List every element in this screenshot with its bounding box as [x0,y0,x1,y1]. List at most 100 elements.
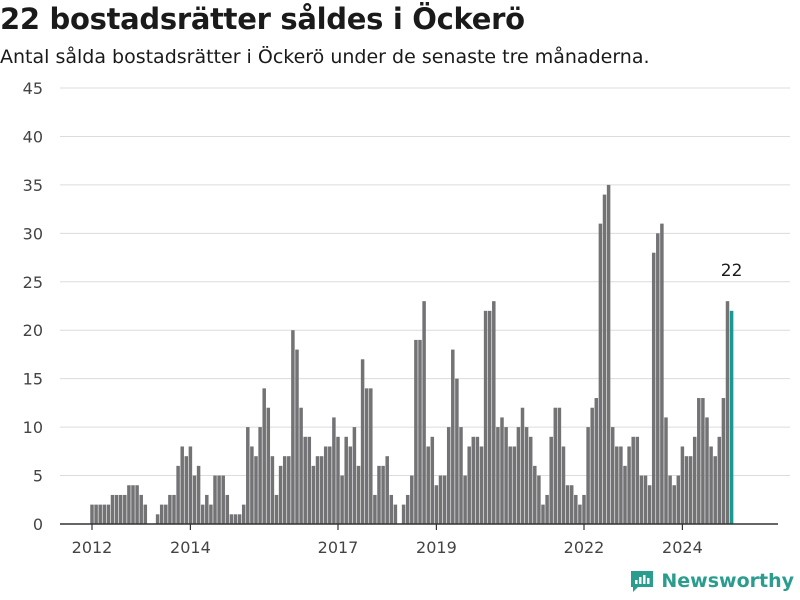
x-tick-label: 2019 [416,538,457,557]
bar [668,475,672,524]
bar [487,310,492,524]
bar [381,465,385,524]
bar [602,194,607,524]
bar [725,301,730,524]
bar [516,427,521,524]
bar [475,436,480,524]
bar [713,456,717,524]
bar [688,456,693,524]
bar [164,504,168,524]
bar [455,378,459,524]
newsworthy-logo-icon [631,571,654,592]
bar [282,456,287,524]
bar [574,494,578,524]
bar [385,456,389,524]
bar [188,446,193,524]
bar [610,427,615,524]
y-tick-label: 30 [23,224,43,243]
bar [278,465,283,524]
bar [410,475,414,524]
bar [672,485,676,524]
bar [250,446,254,524]
annotations: 22 [721,261,743,281]
x-tick-label: 2022 [564,538,605,557]
bar [319,456,324,524]
bar [504,427,508,524]
bar [393,504,398,524]
bar [287,456,291,524]
bar [356,465,361,524]
bar [241,504,246,524]
bar [598,223,603,524]
y-tick-label: 15 [23,370,43,389]
bar [299,407,303,524]
bar [451,349,455,524]
bar [615,446,619,524]
bar [565,485,570,524]
bar [311,465,316,524]
x-tick-label: 2017 [318,538,359,557]
bar [623,465,627,524]
bar [118,494,123,524]
bar [221,475,225,524]
bar [307,436,312,524]
bar [426,446,430,524]
bar [143,504,148,524]
bar [229,514,234,524]
bar [258,427,262,524]
bar [500,417,504,524]
bar [172,494,176,524]
y-tick-label: 0 [33,515,43,534]
bar [336,436,340,524]
bar [709,446,713,524]
bar [656,233,660,524]
bar [94,504,98,524]
y-tick-label: 25 [23,273,43,292]
bar [184,456,189,524]
bar [434,485,439,524]
bar [528,436,533,524]
bar [557,407,562,524]
bar [98,504,102,524]
y-tick-label: 40 [23,127,43,146]
bar [315,456,320,524]
bar [123,494,127,524]
bar [323,446,328,524]
bar [590,407,594,524]
bar [446,427,451,524]
chart-title: 22 bostadsrätter såldes i Öckerö [0,2,525,36]
bar [270,456,275,524]
bar [721,398,726,524]
bar [496,427,500,524]
bar [369,388,373,524]
bar [405,494,410,524]
y-tick-label: 20 [23,321,43,340]
bar [479,446,484,524]
bar [459,427,463,524]
bar [442,475,447,524]
bar [233,514,238,524]
bar [549,436,553,524]
bar [254,456,258,524]
bar [352,427,357,524]
bar [660,223,664,524]
bar [344,436,348,524]
bar [135,485,139,524]
bar [205,494,209,524]
bar [676,475,681,524]
x-tick-label: 2012 [72,538,113,557]
bar [524,427,529,524]
bar [647,485,652,524]
bar [545,494,549,524]
bar [360,359,365,524]
bar [373,494,377,524]
bar [692,436,697,524]
bar [348,446,353,524]
bar [176,465,180,524]
bar [553,407,558,524]
y-tick-label: 35 [23,176,43,195]
bar [106,504,111,524]
bar [364,388,369,524]
bar [463,475,467,524]
